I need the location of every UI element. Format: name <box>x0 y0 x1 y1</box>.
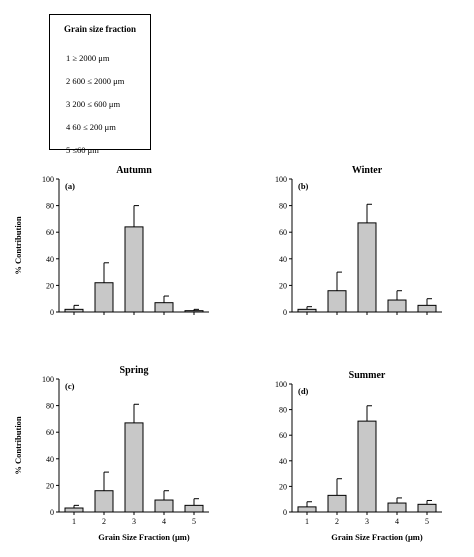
legend-item-5: 5 ≤60 μm <box>66 145 99 155</box>
panel-label: (b) <box>298 181 309 191</box>
bar <box>94 490 114 513</box>
x-tick-label: 4 <box>395 517 399 526</box>
bar <box>387 299 407 313</box>
panel-title: Winter <box>352 165 383 176</box>
chart-panel-4: 0 20 40 60 80 100 1 2 3 4 5 Summer (d) Grain Size Fra… <box>275 370 442 542</box>
panel-title: Summer <box>349 370 386 381</box>
y-tick-label: 20 <box>279 482 287 491</box>
bar <box>387 502 407 513</box>
x-tick-label: 3 <box>132 517 136 526</box>
panel-label: (d) <box>298 386 309 396</box>
bar <box>327 494 347 513</box>
x-tick-label: 1 <box>305 517 309 526</box>
legend-title: Grain size fraction <box>64 24 136 34</box>
bar <box>94 282 114 313</box>
y-tick-label: 40 <box>46 255 54 264</box>
x-tick-label: 5 <box>425 517 429 526</box>
x-tick-label: 2 <box>102 517 106 526</box>
y-axis-label: % Contribution <box>13 216 23 275</box>
bar <box>184 310 204 313</box>
bar <box>154 499 174 513</box>
y-tick-label: 80 <box>46 402 54 411</box>
legend-item-2: 2 600 ≤ 2000 μm <box>66 76 125 86</box>
panel-title: Spring <box>120 365 149 376</box>
bar <box>417 304 437 313</box>
x-axis-label: Grain Size Fraction (μm) <box>331 532 423 542</box>
x-tick-label: 2 <box>335 517 339 526</box>
chart-panel-3: 0 20 40 60 80 100 1 2 3 4 5 Spring (c) % Contribution… <box>13 365 209 542</box>
y-axis-label: % Contribution <box>13 416 23 475</box>
bar <box>297 308 317 313</box>
legend-item-4: 4 60 ≤ 200 μm <box>66 122 116 132</box>
legend-box: Grain size fraction 1 ≥ 2000 μm 2 600 ≤ … <box>49 14 151 155</box>
bar <box>64 308 84 313</box>
y-tick-label: 0 <box>50 508 54 517</box>
x-tick-label: 1 <box>72 517 76 526</box>
y-tick-label: 20 <box>46 481 54 490</box>
y-tick-label: 80 <box>279 202 287 211</box>
y-tick-label: 40 <box>46 455 54 464</box>
panel-label: (a) <box>65 181 75 191</box>
bar <box>357 420 377 513</box>
y-tick-label: 100 <box>42 175 54 184</box>
x-tick-label: 5 <box>192 517 196 526</box>
chart-panel-1: 0 20 40 60 80 100 Autumn (a) % Contribution <box>13 165 209 317</box>
y-tick-label: 60 <box>46 428 54 437</box>
y-tick-label: 20 <box>279 281 287 290</box>
y-tick-label: 40 <box>279 255 287 264</box>
legend-item-1: 1 ≥ 2000 μm <box>66 53 110 63</box>
y-tick-label: 0 <box>283 308 287 317</box>
chart-panel-2: 0 20 40 60 80 100 Winter (b) <box>275 165 442 317</box>
panel-title: Autumn <box>116 165 152 176</box>
y-tick-label: 60 <box>279 228 287 237</box>
y-tick-label: 80 <box>46 202 54 211</box>
y-tick-label: 100 <box>42 375 54 384</box>
x-tick-label: 3 <box>365 517 369 526</box>
bar <box>124 226 144 313</box>
y-tick-label: 40 <box>279 457 287 466</box>
bar <box>417 503 437 513</box>
y-tick-label: 0 <box>50 308 54 317</box>
y-tick-label: 100 <box>275 175 287 184</box>
x-axis-label: Grain Size Fraction (μm) <box>98 532 190 542</box>
x-tick-label: 4 <box>162 517 166 526</box>
y-tick-label: 60 <box>279 431 287 440</box>
bar <box>154 302 174 313</box>
bar <box>124 422 144 513</box>
bar <box>327 290 347 313</box>
y-tick-label: 80 <box>279 406 287 415</box>
y-tick-label: 20 <box>46 281 54 290</box>
bar <box>184 504 204 513</box>
y-tick-label: 100 <box>275 380 287 389</box>
y-tick-label: 60 <box>46 228 54 237</box>
panel-label: (c) <box>65 381 75 391</box>
y-tick-label: 0 <box>283 508 287 517</box>
legend-item-3: 3 200 ≤ 600 μm <box>66 99 121 109</box>
bar <box>357 222 377 313</box>
bar <box>297 506 317 513</box>
bar <box>64 507 84 513</box>
